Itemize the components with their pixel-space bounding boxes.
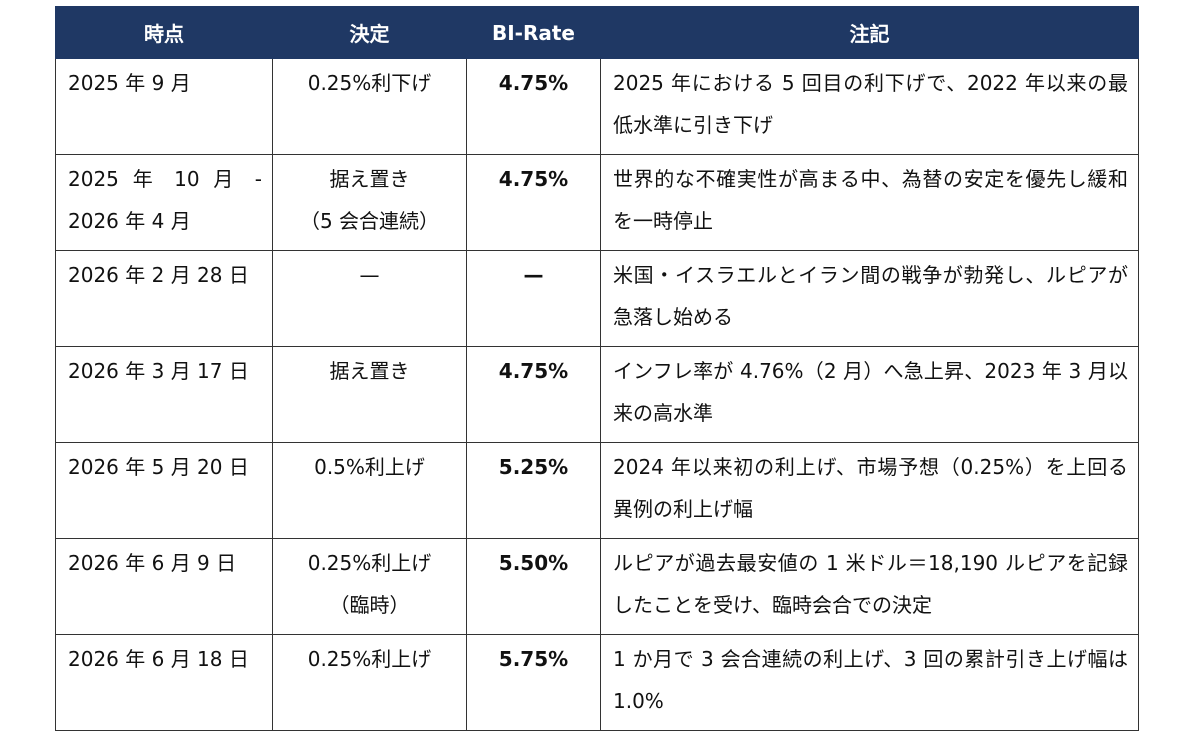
table-cell: 世界的な不確実性が高まる中、為替の安定を優先し緩和を一時停止: [600, 154, 1139, 251]
table-cell: 2026 年 5 月 20 日: [55, 442, 273, 539]
table-cell: 2026 年 6 月 9 日: [55, 538, 273, 635]
table-row: 2026 年 2 月 28 日 — — 米国・イスラエルとイラン間の戦争が勃発し、ルピ…: [55, 250, 1139, 347]
table-row: 2026 年 6 月 18 日 0.25%利上げ 5.75% 1 か月で 3 会合連続…: [55, 634, 1139, 731]
header-cell: 注記: [600, 6, 1139, 59]
table-cell: 5.25%: [466, 442, 601, 539]
header-row: 時点 決定 BI-Rate 注記: [55, 6, 1139, 59]
table-cell: 2025 年 10 月 - 2026 年 4 月: [55, 154, 273, 251]
header-cell: 時点: [55, 6, 273, 59]
table-cell: 2025 年 9 月: [55, 58, 273, 155]
table-cell: —: [272, 250, 467, 347]
table-cell: 2026 年 2 月 28 日: [55, 250, 273, 347]
table-cell: インフレ率が 4.76%（2 月）へ急上昇、2023 年 3 月以来の高水準: [600, 346, 1139, 443]
table-cell: 2026 年 3 月 17 日: [55, 346, 273, 443]
table-cell: 4.75%: [466, 346, 601, 443]
table-row: 2026 年 5 月 20 日 0.5%利上げ 5.25% 2024 年以来初の利上げ…: [55, 442, 1139, 539]
table-cell: 0.25%利上げ: [272, 634, 467, 731]
header-cell: 決定: [272, 6, 467, 59]
header-cell: BI-Rate: [466, 6, 601, 59]
table-cell: 0.25%利上げ （臨時）: [272, 538, 467, 635]
table-cell: 5.50%: [466, 538, 601, 635]
table-cell: 2025 年における 5 回目の利下げで、2022 年以来の最低水準に引き下げ: [600, 58, 1139, 155]
table-row: 2026 年 6 月 9 日 0.25%利上げ （臨時） 5.50% ルピアが過去最安…: [55, 538, 1139, 635]
table-cell: 4.75%: [466, 58, 601, 155]
table-cell: 2026 年 6 月 18 日: [55, 634, 273, 731]
table-cell: 米国・イスラエルとイラン間の戦争が勃発し、ルピアが急落し始める: [600, 250, 1139, 347]
table-cell: 4.75%: [466, 154, 601, 251]
table-cell: ルピアが過去最安値の 1 米ドル＝18,190 ルピアを記録したことを受け、臨時…: [600, 538, 1139, 635]
table-cell: —: [466, 250, 601, 347]
table-row: 2025 年 10 月 - 2026 年 4 月据え置き （5 会合連続） 4.7…: [55, 154, 1139, 251]
table-cell: 据え置き （5 会合連続）: [272, 154, 467, 251]
rate-table: 時点 決定 BI-Rate 注記 2025 年 9 月 0.25%利下げ 4.75% 202…: [55, 6, 1139, 731]
table-cell: 5.75%: [466, 634, 601, 731]
table-body: 2025 年 9 月 0.25%利下げ 4.75% 2025 年における 5 回目の利…: [55, 58, 1139, 731]
table-cell: 1 か月で 3 会合連続の利上げ、3 回の累計引き上げ幅は 1.0%: [600, 634, 1139, 731]
table-cell: 据え置き: [272, 346, 467, 443]
table-cell: 2024 年以来初の利上げ、市場予想（0.25%）を上回る異例の利上げ幅: [600, 442, 1139, 539]
table-row: 2025 年 9 月 0.25%利下げ 4.75% 2025 年における 5 回目の利…: [55, 58, 1139, 155]
page: 時点 決定 BI-Rate 注記 2025 年 9 月 0.25%利下げ 4.75% 202…: [55, 6, 1139, 731]
table-cell: 0.25%利下げ: [272, 58, 467, 155]
table-row: 2026 年 3 月 17 日据え置き 4.75% インフレ率が 4.76%（2 月…: [55, 346, 1139, 443]
table-cell: 0.5%利上げ: [272, 442, 467, 539]
